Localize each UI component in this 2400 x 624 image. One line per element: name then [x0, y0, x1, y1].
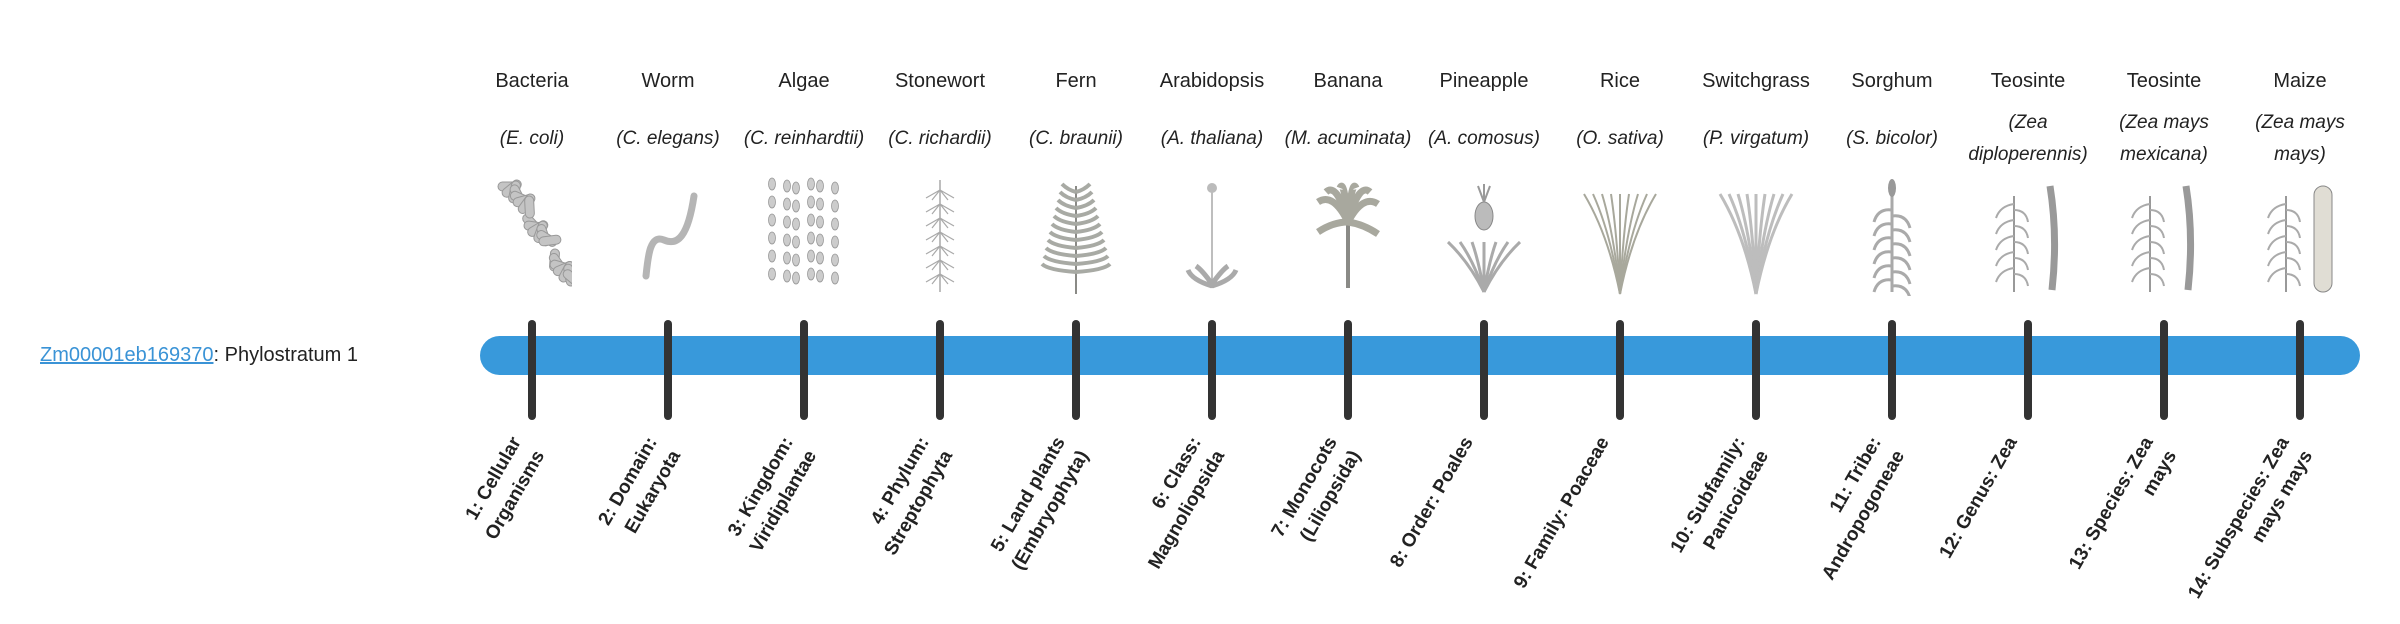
stratum-tick[interactable] — [528, 320, 536, 420]
stratum-tick[interactable] — [2024, 320, 2032, 420]
common-name: Switchgrass — [1702, 70, 1810, 92]
teosinte-icon — [1988, 176, 2068, 296]
scientific-name-text: (A. comosus) — [1428, 128, 1540, 149]
scientific-name: (Zea mays mexicana) — [2100, 106, 2228, 172]
taxonomic-rank-label: 7: Monocots (Liliopsida) — [1267, 433, 1366, 546]
scientific-name: (C. reinhardtii) — [740, 106, 868, 172]
scientific-name: (A. comosus) — [1420, 106, 1548, 172]
scientific-name-text: (M. acuminata) — [1284, 128, 1412, 149]
taxonomic-rank-label: 12: Genus: Zea — [1935, 433, 2022, 562]
taxonomic-rank-label: 3: Kingdom: Viridiplantae — [724, 433, 822, 556]
teosinte-icon — [2124, 176, 2204, 296]
taxonomic-rank-label: 4: Phylum: Streptophyta — [867, 433, 958, 559]
common-name: Bacteria — [495, 70, 569, 92]
common-name: Stonewort — [894, 70, 986, 92]
taxonomic-rank-label: 2: Domain: Eukaryota — [594, 433, 686, 538]
common-name: Teosinte — [1990, 70, 2066, 92]
gene-label: Zm00001eb169370: Phylostratum 1 — [40, 341, 358, 369]
common-name: Worm — [641, 70, 695, 92]
maize-icon — [2260, 176, 2340, 296]
scientific-name: (C. richardii) — [876, 106, 1004, 172]
scientific-name-text: (E. coli) — [499, 128, 565, 149]
scientific-name-text: (P. virgatum) — [1702, 128, 1810, 149]
stratum-tick[interactable] — [1616, 320, 1624, 420]
taxonomic-rank-label: 6: Class: Magnoliopsida — [1144, 433, 1230, 573]
scientific-name-text: (Zea diploperennis) — [1968, 112, 2088, 165]
common-name: Algae — [778, 70, 830, 92]
taxonomic-rank-label: 1: Cellular Organisms — [461, 433, 550, 544]
stratum-tick[interactable] — [1888, 320, 1896, 420]
stratum-tick[interactable] — [1480, 320, 1488, 420]
algae-icon — [764, 176, 844, 296]
stratum-tick[interactable] — [936, 320, 944, 420]
scientific-name: (P. virgatum) — [1692, 106, 1820, 172]
stratum-tick[interactable] — [800, 320, 808, 420]
taxonomic-rank-label: 5: Land plants (Embryophyta) — [987, 433, 1094, 574]
scientific-name-text: (C. richardii) — [888, 128, 992, 149]
scientific-name-text: (C. elegans) — [616, 128, 720, 149]
scientific-name: (C. braunii) — [1012, 106, 1140, 172]
worm-icon — [628, 176, 708, 296]
switchgrass-icon — [1716, 176, 1796, 296]
scientific-name-text: (C. braunii) — [1029, 128, 1123, 149]
taxonomic-rank-label: 11: Tribe: Andropogoneae — [1818, 433, 1910, 584]
stratum-tick[interactable] — [1344, 320, 1352, 420]
stratum-tick[interactable] — [1072, 320, 1080, 420]
stratum-tick[interactable] — [1752, 320, 1760, 420]
scientific-name-text: (A. thaliana) — [1160, 128, 1264, 149]
scientific-name: (Zea diploperennis) — [1964, 106, 2092, 172]
taxonomic-rank-label: 9: Family: Poaceae — [1510, 433, 1614, 593]
stratum-tick[interactable] — [2296, 320, 2304, 420]
scientific-name: (E. coli) — [468, 106, 596, 172]
rice-icon — [1580, 176, 1660, 296]
fern-icon — [1036, 176, 1116, 296]
common-name: Sorghum — [1851, 70, 1933, 92]
separator: : — [213, 344, 225, 366]
scientific-name-text: (Zea mays mays) — [2255, 112, 2345, 165]
pineapple-icon — [1444, 176, 1524, 296]
taxonomic-rank-label: 13: Species: Zea mays — [2065, 433, 2182, 573]
scientific-name: (S. bicolor) — [1828, 106, 1956, 172]
common-name: Teosinte — [2126, 70, 2202, 92]
common-name: Banana — [1313, 70, 1383, 92]
taxonomic-rank-label: 8: Order: Poales — [1386, 433, 1478, 572]
phylostratum-bar — [480, 336, 2360, 375]
stonewort-icon — [900, 176, 980, 296]
bacteria-icon — [492, 176, 583, 296]
scientific-name-text: (S. bicolor) — [1846, 128, 1938, 149]
stratum-tick[interactable] — [1208, 320, 1216, 420]
common-name: Pineapple — [1439, 70, 1529, 92]
scientific-name: (Zea mays mays) — [2236, 106, 2364, 172]
scientific-name-text: (O. sativa) — [1576, 128, 1664, 149]
scientific-name-text: (C. reinhardtii) — [743, 128, 865, 149]
sorghum-icon — [1852, 176, 1932, 299]
gene-link[interactable]: Zm00001eb169370 — [40, 344, 214, 366]
common-name: Rice — [1599, 70, 1640, 92]
phylostratum-label: Phylostratum 1 — [224, 344, 358, 366]
stratum-tick[interactable] — [664, 320, 672, 420]
common-name: Arabidopsis — [1159, 70, 1265, 92]
scientific-name-text: (Zea mays mexicana) — [2119, 112, 2209, 165]
taxonomic-rank-label: 14: Subspecies: Zea mays mays — [2184, 433, 2318, 603]
stratum-tick[interactable] — [2160, 320, 2168, 420]
scientific-name: (M. acuminata) — [1284, 106, 1412, 172]
scientific-name: (C. elegans) — [604, 106, 732, 172]
arabidopsis-icon — [1172, 176, 1252, 296]
common-name: Maize — [2273, 70, 2327, 92]
scientific-name: (O. sativa) — [1556, 106, 1684, 172]
common-name: Fern — [1055, 70, 1097, 92]
banana-icon — [1308, 176, 1388, 296]
scientific-name: (A. thaliana) — [1148, 106, 1276, 172]
taxonomic-rank-label: 10: Subfamily: Panicoideae — [1666, 433, 1774, 557]
